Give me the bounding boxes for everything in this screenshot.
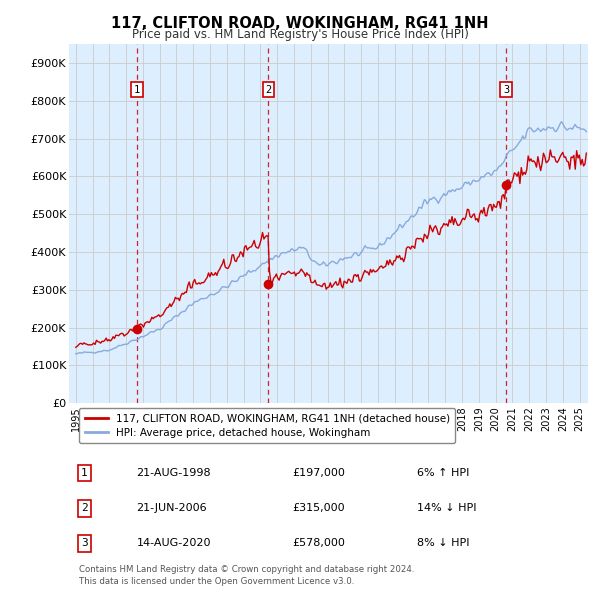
Text: £197,000: £197,000 [292,468,345,478]
Text: 1: 1 [81,468,88,478]
Legend: 117, CLIFTON ROAD, WOKINGHAM, RG41 1NH (detached house), HPI: Average price, det: 117, CLIFTON ROAD, WOKINGHAM, RG41 1NH (… [79,408,455,443]
Text: 6% ↑ HPI: 6% ↑ HPI [417,468,469,478]
Text: 14-AUG-2020: 14-AUG-2020 [136,538,211,548]
Text: 117, CLIFTON ROAD, WOKINGHAM, RG41 1NH: 117, CLIFTON ROAD, WOKINGHAM, RG41 1NH [111,16,489,31]
Text: Price paid vs. HM Land Registry's House Price Index (HPI): Price paid vs. HM Land Registry's House … [131,28,469,41]
Text: Contains HM Land Registry data © Crown copyright and database right 2024.: Contains HM Land Registry data © Crown c… [79,565,415,574]
Text: 3: 3 [81,538,88,548]
Text: 2: 2 [265,84,271,94]
Text: 3: 3 [503,84,509,94]
Text: 21-JUN-2006: 21-JUN-2006 [136,503,207,513]
Text: 8% ↓ HPI: 8% ↓ HPI [417,538,469,548]
Text: 1: 1 [134,84,140,94]
Text: £315,000: £315,000 [292,503,345,513]
Text: £578,000: £578,000 [292,538,345,548]
Text: 21-AUG-1998: 21-AUG-1998 [136,468,211,478]
Text: 14% ↓ HPI: 14% ↓ HPI [417,503,476,513]
Text: This data is licensed under the Open Government Licence v3.0.: This data is licensed under the Open Gov… [79,577,355,586]
Text: 2: 2 [81,503,88,513]
